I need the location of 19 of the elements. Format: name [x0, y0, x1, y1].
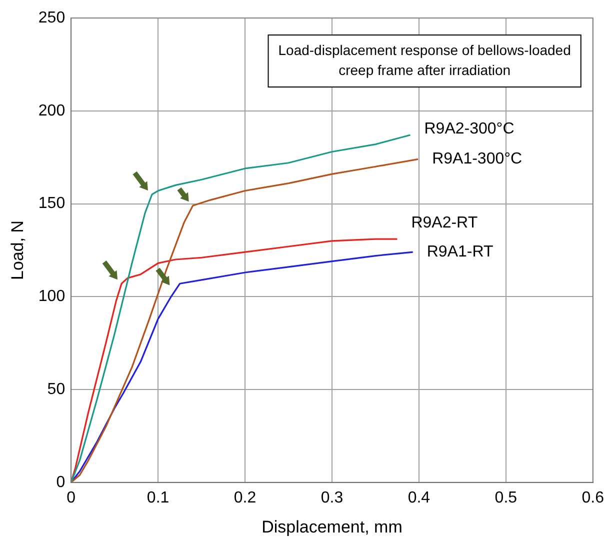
- y-axis-title: Load, N: [8, 220, 27, 280]
- x-tick-label: 0.5: [494, 489, 518, 506]
- annotation: Load-displacement response of bellows-loaded creep frame after irradiation: [278, 42, 571, 78]
- y-tick-label: 200: [38, 102, 66, 120]
- x-tick-label: 0.2: [234, 489, 256, 506]
- x-tick-label: 0.4: [408, 489, 430, 506]
- x-tick-label: 0.6: [582, 489, 604, 506]
- y-tick-label: 0: [56, 474, 66, 491]
- y-tick-label: 50: [47, 380, 66, 398]
- series-label: R9A2-RT: [411, 214, 478, 232]
- x-tick-label: 0.3: [320, 489, 344, 506]
- x-tick-label: 0.1: [146, 489, 170, 506]
- series-label: R9A1-RT: [426, 243, 494, 260]
- y-tick-label: 150: [38, 195, 66, 212]
- y-tick-label: 100: [38, 288, 66, 306]
- series-label: R9A1-300°C: [432, 150, 522, 168]
- x-axis-title: Displacement, mm: [262, 517, 402, 536]
- y-tick-label: 250: [38, 9, 66, 26]
- series-label: R9A2-300°C: [424, 120, 514, 138]
